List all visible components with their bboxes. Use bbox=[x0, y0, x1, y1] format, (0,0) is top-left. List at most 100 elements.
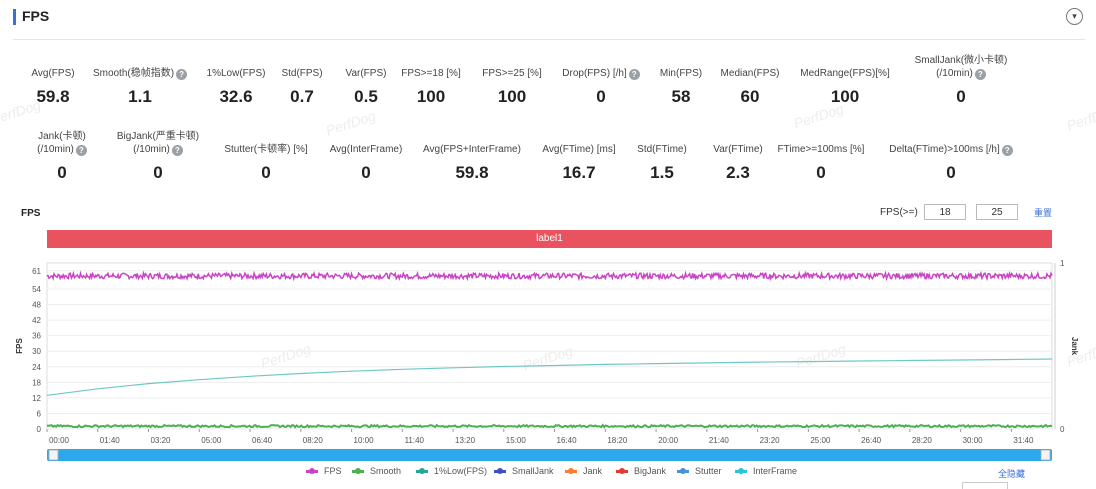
metric-label: Var(FTime) bbox=[673, 143, 803, 156]
metric-label: FPS>=18 [%] bbox=[366, 67, 496, 80]
legend-item[interactable]: SmallJank bbox=[494, 466, 554, 476]
metric-metrics_row2-6: Std(FTime) 1.5 bbox=[597, 143, 727, 203]
metric-metrics_row2-8: FTime>=100ms [%] 0 bbox=[756, 143, 886, 203]
metric-label: FTime>=100ms [%] bbox=[756, 143, 886, 156]
help-icon[interactable]: ? bbox=[176, 69, 188, 80]
x-tick-label: 16:40 bbox=[557, 436, 578, 445]
series-smooth-line bbox=[46, 423, 1053, 429]
legend-item[interactable]: BigJank bbox=[616, 466, 666, 476]
metric-metrics_row2-7: Var(FTime) 2.3 bbox=[673, 143, 803, 203]
metric-value: 1.1 bbox=[128, 87, 152, 106]
metric-metrics_row2-1: BigJank(严重卡顿) (/10min)? 0 bbox=[93, 130, 223, 190]
metric-metrics_row2-9: Delta(FTime)>100ms [/h]? 0 bbox=[886, 143, 1016, 203]
metric-metrics_row2-2: Stutter(卡顿率) [%] 0 bbox=[201, 143, 331, 203]
legend-label: SmallJank bbox=[512, 466, 554, 476]
legend-item[interactable]: Smooth bbox=[352, 466, 401, 476]
help-icon[interactable]: ? bbox=[974, 69, 986, 80]
watermark: PerfDog bbox=[520, 342, 575, 374]
metric-label-text: Smooth(稳帧指数) bbox=[92, 68, 175, 79]
y-tick-label: 12 bbox=[32, 394, 41, 403]
metric-value: 1.5 bbox=[650, 163, 674, 182]
metric-label: Smooth(稳帧指数)? bbox=[75, 67, 205, 80]
metric-value: 0 bbox=[596, 87, 606, 106]
metric-label-text: Jank(卡顿) bbox=[38, 131, 86, 142]
metric-label-text: Stutter(卡顿率) [%] bbox=[224, 144, 308, 155]
metric-label-text: Avg(FTime) [ms] bbox=[542, 144, 616, 155]
legend-item[interactable]: FPS bbox=[306, 466, 342, 476]
series-fps-line bbox=[46, 270, 1053, 282]
x-tick-label: 13:20 bbox=[455, 436, 476, 445]
metric-label: Std(FTime) bbox=[597, 143, 727, 156]
legend-swatch-icon bbox=[352, 467, 364, 474]
metric-metrics_row1-7: Drop(FPS) [/h]? 0 bbox=[536, 67, 666, 127]
legend-item[interactable]: Jank bbox=[565, 466, 602, 476]
metric-label-text: SmallJank(微小卡顿) bbox=[914, 55, 1008, 66]
metric-label-text: Avg(FPS) bbox=[31, 68, 75, 79]
legend-item[interactable]: InterFrame bbox=[735, 466, 797, 476]
metric-label: BigJank(严重卡顿) bbox=[93, 130, 223, 143]
help-icon[interactable]: ? bbox=[1001, 145, 1013, 156]
x-tick-label: 23:20 bbox=[760, 436, 781, 445]
y-tick-label: 61 bbox=[32, 267, 41, 276]
section-accent-bar bbox=[13, 9, 16, 25]
metric-value: 0 bbox=[261, 163, 271, 182]
metric-label-unit: (/10min)? bbox=[93, 143, 223, 156]
metric-label: Avg(FTime) [ms] bbox=[514, 143, 644, 156]
metric-label-text: MedRange(FPS)[%] bbox=[800, 68, 890, 79]
metric-label-text: Median(FPS) bbox=[720, 68, 780, 79]
metric-value: 0 bbox=[361, 163, 371, 182]
help-icon[interactable]: ? bbox=[75, 145, 87, 156]
y-tick-label: 30 bbox=[32, 347, 41, 356]
y-tick-label: 48 bbox=[32, 301, 41, 310]
metric-value: 60 bbox=[740, 87, 760, 106]
metric-label: Avg(InterFrame) bbox=[301, 143, 431, 156]
metric-value: 59.8 bbox=[455, 163, 489, 182]
metric-value: 0 bbox=[946, 163, 956, 182]
help-icon[interactable]: ? bbox=[628, 69, 640, 80]
x-tick-label: 30:00 bbox=[963, 436, 984, 445]
metric-label-unit-text: (/10min) bbox=[133, 144, 170, 155]
y-tick-label: 6 bbox=[37, 409, 42, 418]
metric-metrics_row1-5: FPS>=18 [%] 100 bbox=[366, 67, 496, 127]
metric-label: Delta(FTime)>100ms [/h]? bbox=[886, 143, 1016, 156]
metric-metrics_row1-2: 1%Low(FPS) 32.6 bbox=[171, 67, 301, 127]
metric-value: 100 bbox=[416, 87, 446, 106]
legend-swatch-icon bbox=[494, 467, 506, 474]
help-icon[interactable]: ? bbox=[171, 145, 183, 156]
legend-item[interactable]: Stutter bbox=[677, 466, 722, 476]
metric-value: 0.7 bbox=[290, 87, 314, 106]
metric-metrics_row1-1: Smooth(稳帧指数)? 1.1 bbox=[75, 67, 205, 127]
label-bar[interactable]: label1 bbox=[47, 230, 1052, 248]
chart-title: FPS bbox=[21, 208, 41, 219]
metric-label-text: Std(FTime) bbox=[637, 144, 687, 155]
x-tick-label: 25:00 bbox=[810, 436, 831, 445]
range-slider-track bbox=[47, 449, 1052, 461]
x-tick-label: 00:00 bbox=[49, 436, 70, 445]
metric-label: Stutter(卡顿率) [%] bbox=[201, 143, 331, 156]
watermark: PerfDog bbox=[258, 340, 313, 372]
metric-label: Var(FPS) bbox=[301, 67, 431, 80]
x-tick-label: 06:40 bbox=[252, 436, 273, 445]
y-axis-label: FPS bbox=[15, 338, 24, 354]
legend-label: BigJank bbox=[634, 466, 667, 476]
metric-metrics_row1-6: FPS>=25 [%] 100 bbox=[447, 67, 577, 127]
metric-label-text: FPS>=25 [%] bbox=[482, 68, 542, 79]
legend-item[interactable]: 1%Low(FPS) bbox=[416, 466, 487, 476]
reset-button[interactable]: 重置 bbox=[1034, 208, 1053, 218]
fps-threshold-input-1[interactable] bbox=[924, 204, 966, 220]
metric-label: Drop(FPS) [/h]? bbox=[536, 67, 666, 80]
legend-swatch-icon bbox=[565, 467, 577, 474]
metric-label: Median(FPS) bbox=[685, 67, 815, 80]
y-tick-label: 36 bbox=[32, 332, 41, 341]
metric-value: 0 bbox=[153, 163, 163, 182]
watermark: PerfDog bbox=[793, 340, 848, 372]
hide-all-button[interactable]: 全隐藏 bbox=[998, 469, 1026, 479]
collapse-chevron-icon[interactable]: ▾ bbox=[1066, 8, 1083, 25]
metric-metrics_row1-9: Median(FPS) 60 bbox=[685, 67, 815, 127]
metric-value: 0 bbox=[57, 163, 67, 182]
y-tick-label: 18 bbox=[32, 378, 41, 387]
legend-label: Stutter bbox=[695, 466, 722, 476]
metric-label: FPS>=25 [%] bbox=[447, 67, 577, 80]
x-tick-label: 26:40 bbox=[861, 436, 882, 445]
fps-threshold-input-2[interactable] bbox=[976, 204, 1018, 220]
